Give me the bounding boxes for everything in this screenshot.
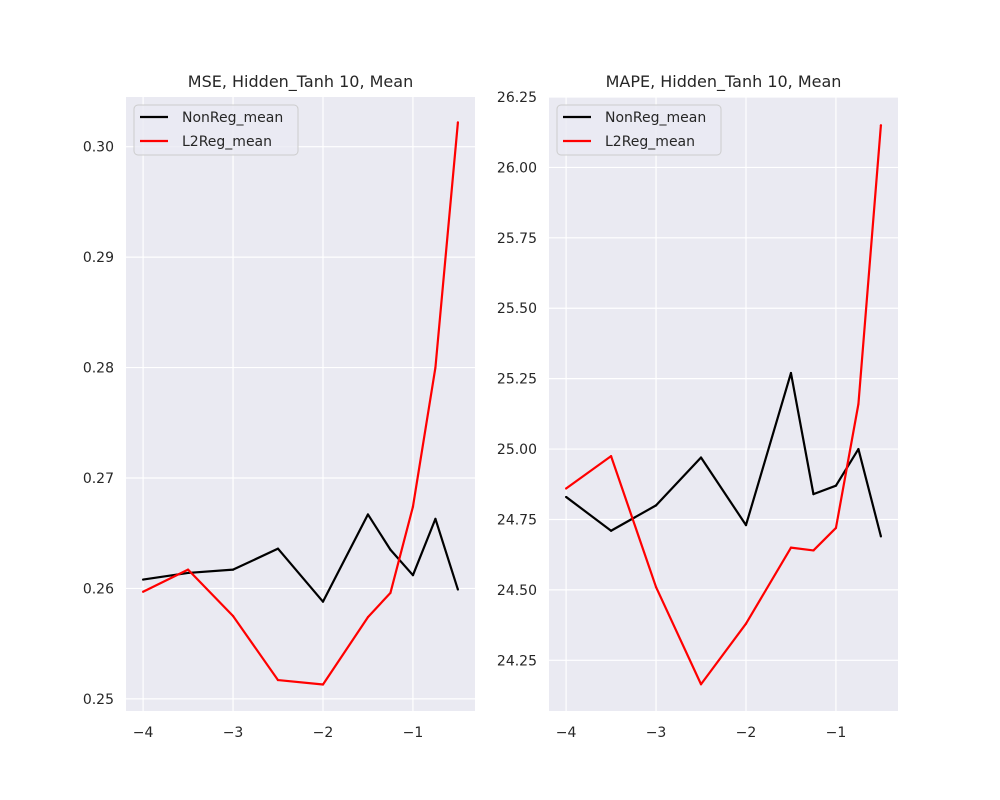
y-tick-label: 25.50	[497, 301, 537, 317]
data-point-nonreg-mean	[186, 571, 190, 575]
data-point-l2reg-mean	[699, 683, 703, 686]
data-point-l2reg-mean	[654, 585, 658, 589]
y-tick-label: 26.25	[497, 90, 537, 106]
legend: NonReg_mean L2Reg_mean	[556, 104, 722, 156]
y-tick-label: 0.26	[83, 581, 114, 597]
data-point-l2reg-mean	[564, 487, 568, 490]
y-tick-label: 24.25	[497, 653, 537, 669]
y-tick-label: 0.30	[83, 140, 114, 156]
data-point-l2reg-mean	[141, 590, 145, 593]
legend-label-l2reg-mean: L2Reg_mean	[182, 134, 272, 150]
x-tick-label: −1	[403, 725, 424, 741]
plot-area	[126, 97, 475, 711]
data-point-nonreg-mean	[609, 529, 613, 532]
data-point-nonreg-mean	[141, 578, 145, 581]
data-point-nonreg-mean	[564, 495, 568, 499]
data-point-l2reg-mean	[834, 526, 838, 530]
data-point-l2reg-mean	[231, 614, 235, 618]
legend-label-nonreg-mean: NonReg_mean	[182, 110, 283, 126]
legend-label-l2reg-mean: L2Reg_mean	[605, 134, 695, 150]
y-tick-label: 24.50	[497, 583, 537, 599]
y-tick-label: 24.75	[497, 512, 537, 528]
y-tick-label: 25.75	[497, 231, 537, 247]
data-point-nonreg-mean	[857, 447, 860, 451]
y-tick-label: 0.27	[83, 471, 114, 487]
data-point-nonreg-mean	[366, 513, 370, 516]
legend-box	[133, 104, 299, 156]
x-tick-label: −2	[736, 725, 757, 741]
plot-area	[549, 97, 898, 711]
data-point-l2reg-mean	[186, 568, 190, 571]
y-tick-label: 25.25	[497, 372, 537, 388]
data-point-nonreg-mean	[434, 517, 437, 520]
data-point-nonreg-mean	[411, 574, 415, 577]
y-tick-label: 0.25	[83, 692, 114, 708]
legend-box	[556, 104, 722, 156]
data-point-nonreg-mean	[456, 588, 460, 591]
data-point-l2reg-mean	[434, 366, 437, 369]
data-point-l2reg-mean	[789, 546, 793, 549]
data-point-l2reg-mean	[411, 505, 415, 508]
legend: NonReg_mean L2Reg_mean	[133, 104, 299, 156]
series-line-l2reg-mean	[565, 125, 883, 686]
data-point-l2reg-mean	[276, 678, 280, 682]
data-point-l2reg-mean	[857, 402, 860, 406]
data-point-nonreg-mean	[231, 568, 235, 571]
data-point-l2reg-mean	[321, 683, 325, 686]
data-point-l2reg-mean	[389, 591, 392, 594]
chart-title: MSE, Hidden_Tanh 10, Mean	[188, 72, 413, 92]
data-point-l2reg-mean	[366, 616, 370, 619]
chart-title: MAPE, Hidden_Tanh 10, Mean	[606, 72, 842, 92]
data-point-nonreg-mean	[834, 484, 838, 487]
x-tick-label: −3	[646, 725, 667, 741]
y-tick-label: 0.28	[83, 361, 114, 377]
data-point-l2reg-mean	[456, 121, 460, 124]
data-point-l2reg-mean	[609, 455, 613, 458]
data-point-l2reg-mean	[744, 622, 748, 625]
x-tick-label: −1	[826, 725, 847, 741]
x-tick-label: −3	[223, 725, 244, 741]
subplot-2: −4 −3 −2 −1 24.25 24.50 24.75 25.00 25.25 25.50 25…	[497, 72, 898, 741]
y-tick-label: 25.00	[497, 442, 537, 458]
data-point-nonreg-mean	[321, 600, 325, 603]
data-point-l2reg-mean	[812, 549, 815, 552]
x-tick-label: −2	[313, 725, 334, 741]
data-point-nonreg-mean	[389, 548, 392, 551]
data-point-l2reg-mean	[879, 124, 883, 127]
x-tick-label: −4	[133, 725, 154, 741]
subplot-1: −4 −3 −2 −1 0.25 0.26 0.27 0.28 0.29 0.30 MSE, Hid…	[83, 72, 475, 741]
data-point-nonreg-mean	[812, 493, 815, 496]
data-point-nonreg-mean	[654, 504, 658, 507]
series-line-l2reg-mean	[142, 122, 460, 686]
x-tick-label: −4	[556, 725, 577, 741]
data-point-nonreg-mean	[879, 535, 883, 538]
y-tick-label: 26.00	[497, 160, 537, 176]
series-line-nonreg-mean	[142, 513, 459, 603]
data-point-nonreg-mean	[744, 524, 748, 527]
data-point-nonreg-mean	[789, 371, 793, 375]
data-point-nonreg-mean	[276, 547, 280, 550]
legend-label-nonreg-mean: NonReg_mean	[605, 110, 706, 126]
y-tick-label: 0.29	[83, 250, 114, 266]
data-point-nonreg-mean	[699, 456, 703, 459]
